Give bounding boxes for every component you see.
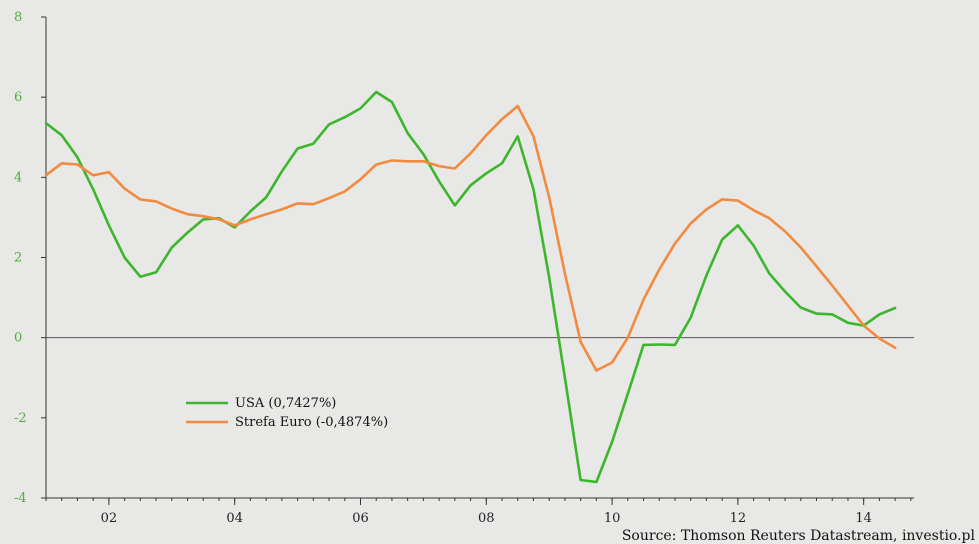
x-tick-label: 04 [226,511,243,526]
series-line-0 [44,90,897,484]
x-tick-label: 02 [101,511,118,526]
y-tick-label: 8 [14,10,22,25]
y-tick-label: -4 [14,491,27,506]
chart-series [44,90,897,484]
x-tick-label: 14 [855,511,872,526]
x-tick-label: 12 [730,511,747,526]
series-line-1 [44,104,897,372]
source-note: Source: Thomson Reuters Datastream, inve… [622,528,976,544]
legend-label: USA (0,7427%) [235,396,336,411]
chart-legend: USA (0,7427%) Strefa Euro (-0,4874%) [186,396,388,430]
x-tick-label: 10 [604,511,621,526]
x-tick-label: 08 [478,511,495,526]
y-tick-label: 6 [14,90,22,105]
x-tick-label: 06 [352,511,369,526]
y-tick-label: -2 [14,411,27,426]
y-tick-label: 4 [14,170,22,185]
legend-label: Strefa Euro (-0,4874%) [235,415,388,430]
y-tick-label: 0 [14,331,22,346]
y-tick-label: 2 [14,251,22,266]
chart-axes [45,17,914,499]
